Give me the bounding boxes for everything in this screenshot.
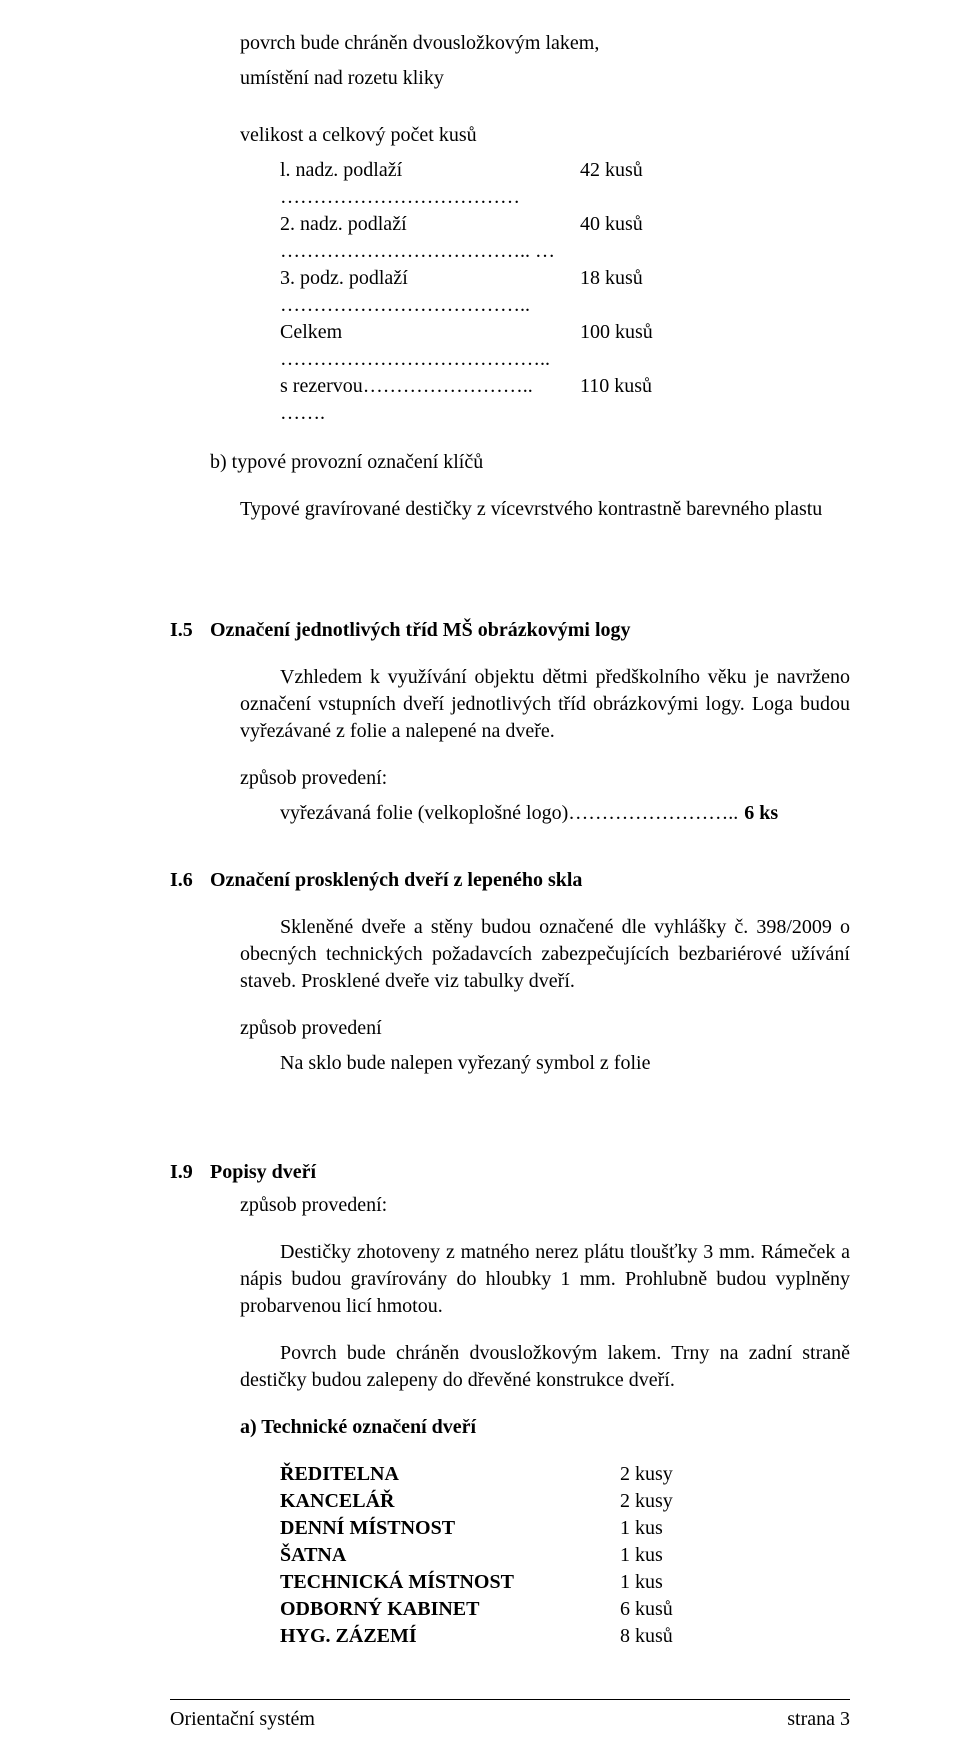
b-label: b) typové provozní označení klíčů xyxy=(210,449,850,476)
page-footer: Orientační systém strana 3 xyxy=(170,1699,850,1733)
count-rows: l. nadz. podlaží ……………………………… 42 kusů 2.… xyxy=(280,157,850,427)
door-name: ŘEDITELNA xyxy=(280,1461,620,1488)
door-row: KANCELÁŘ 2 kusy xyxy=(280,1488,850,1515)
door-name: HYG. ZÁZEMÍ xyxy=(280,1623,620,1650)
i5-method-row: vyřezávaná folie (velkoplošné logo)……………… xyxy=(280,800,850,827)
door-qty: 1 kus xyxy=(620,1542,740,1569)
count-value: 40 kusů xyxy=(580,211,700,265)
count-label: Celkem ………………………………….. xyxy=(280,319,580,373)
door-row: ODBORNÝ KABINET 6 kusů xyxy=(280,1596,850,1623)
spacer xyxy=(170,827,850,861)
count-row: s rezervou…………………….. ……. 110 kusů xyxy=(280,373,850,427)
count-row: 2. nadz. podlaží ……………………………….. … 40 kus… xyxy=(280,211,850,265)
page: povrch bude chráněn dvousložkovým lakem,… xyxy=(0,0,960,1763)
i6-paragraph: Skleněné dveře a stěny budou označené dl… xyxy=(240,914,850,995)
door-qty: 8 kusů xyxy=(620,1623,740,1650)
door-name: ŠATNA xyxy=(280,1542,620,1569)
door-name: ODBORNÝ KABINET xyxy=(280,1596,620,1623)
door-qty: 1 kus xyxy=(620,1569,740,1596)
footer-left: Orientační systém xyxy=(170,1706,315,1733)
count-row: l. nadz. podlaží ……………………………… 42 kusů xyxy=(280,157,850,211)
count-label: l. nadz. podlaží ……………………………… xyxy=(280,157,580,211)
count-label: 3. podz. podlaží ……………………………….. xyxy=(280,265,580,319)
footer-row: Orientační systém strana 3 xyxy=(170,1700,850,1733)
section-title: Označení prosklených dveří z lepeného sk… xyxy=(210,867,850,894)
i5-method-label: způsob provedení: xyxy=(240,765,850,792)
door-row: TECHNICKÁ MÍSTNOST 1 kus xyxy=(280,1569,850,1596)
spacer xyxy=(170,427,850,449)
i5-paragraph: Vzhledem k využívání objektu dětmi předš… xyxy=(240,664,850,745)
door-qty: 6 kusů xyxy=(620,1596,740,1623)
count-label: 2. nadz. podlaží ……………………………….. … xyxy=(280,211,580,265)
i9-paragraph-1: Destičky zhotoveny z matného nerez plátu… xyxy=(240,1239,850,1320)
i9-a-label: a) Technické označení dveří xyxy=(240,1414,850,1441)
i9-paragraph-2: Povrch bude chráněn dvousložkovým lakem.… xyxy=(240,1340,850,1394)
b-text: Typové gravírované destičky z vícevrstvé… xyxy=(240,496,850,523)
count-value: 18 kusů xyxy=(580,265,700,319)
section-number: I.6 xyxy=(170,867,210,894)
door-qty: 2 kusy xyxy=(620,1461,740,1488)
section-i6-heading: I.6 Označení prosklených dveří z lepenéh… xyxy=(170,867,850,894)
door-list: ŘEDITELNA 2 kusy KANCELÁŘ 2 kusy DENNÍ M… xyxy=(280,1461,850,1650)
count-row: Celkem ………………………………….. 100 kusů xyxy=(280,319,850,373)
intro-subtitle: velikost a celkový počet kusů xyxy=(240,122,850,149)
count-label: s rezervou…………………….. ……. xyxy=(280,373,580,427)
spacer xyxy=(170,1119,850,1153)
door-row: HYG. ZÁZEMÍ 8 kusů xyxy=(280,1623,850,1650)
i6-method-label: způsob provedení xyxy=(240,1015,850,1042)
section-title: Označení jednotlivých tříd MŠ obrázkovým… xyxy=(210,617,850,644)
count-value: 42 kusů xyxy=(580,157,700,211)
count-value: 110 kusů xyxy=(580,373,700,427)
i6-method-text: Na sklo bude nalepen vyřezaný symbol z f… xyxy=(280,1050,850,1077)
intro-line-2: umístění nad rozetu kliky xyxy=(240,65,850,92)
door-row: ŘEDITELNA 2 kusy xyxy=(280,1461,850,1488)
spacer xyxy=(170,1085,850,1119)
section-i9-heading: I.9 Popisy dveří xyxy=(170,1159,850,1186)
spacer xyxy=(170,577,850,611)
i5-method-qty: 6 ks xyxy=(738,800,778,827)
count-value: 100 kusů xyxy=(580,319,700,373)
door-qty: 1 kus xyxy=(620,1515,740,1542)
section-number: I.9 xyxy=(170,1159,210,1186)
door-name: TECHNICKÁ MÍSTNOST xyxy=(280,1569,620,1596)
door-row: DENNÍ MÍSTNOST 1 kus xyxy=(280,1515,850,1542)
door-name: DENNÍ MÍSTNOST xyxy=(280,1515,620,1542)
footer-right: strana 3 xyxy=(787,1706,850,1733)
section-i5-heading: I.5 Označení jednotlivých tříd MŠ obrázk… xyxy=(170,617,850,644)
intro-line-1: povrch bude chráněn dvousložkovým lakem, xyxy=(240,30,850,57)
section-title: Popisy dveří xyxy=(210,1159,850,1186)
door-qty: 2 kusy xyxy=(620,1488,740,1515)
count-row: 3. podz. podlaží ……………………………….. 18 kusů xyxy=(280,265,850,319)
door-row: ŠATNA 1 kus xyxy=(280,1542,850,1569)
spacer xyxy=(240,100,850,122)
section-number: I.5 xyxy=(170,617,210,644)
spacer xyxy=(170,543,850,577)
intro-block: povrch bude chráněn dvousložkovým lakem,… xyxy=(240,30,850,149)
i5-method-text: vyřezávaná folie (velkoplošné logo)……………… xyxy=(280,800,738,827)
door-name: KANCELÁŘ xyxy=(280,1488,620,1515)
i9-method-label: způsob provedení: xyxy=(240,1192,850,1219)
